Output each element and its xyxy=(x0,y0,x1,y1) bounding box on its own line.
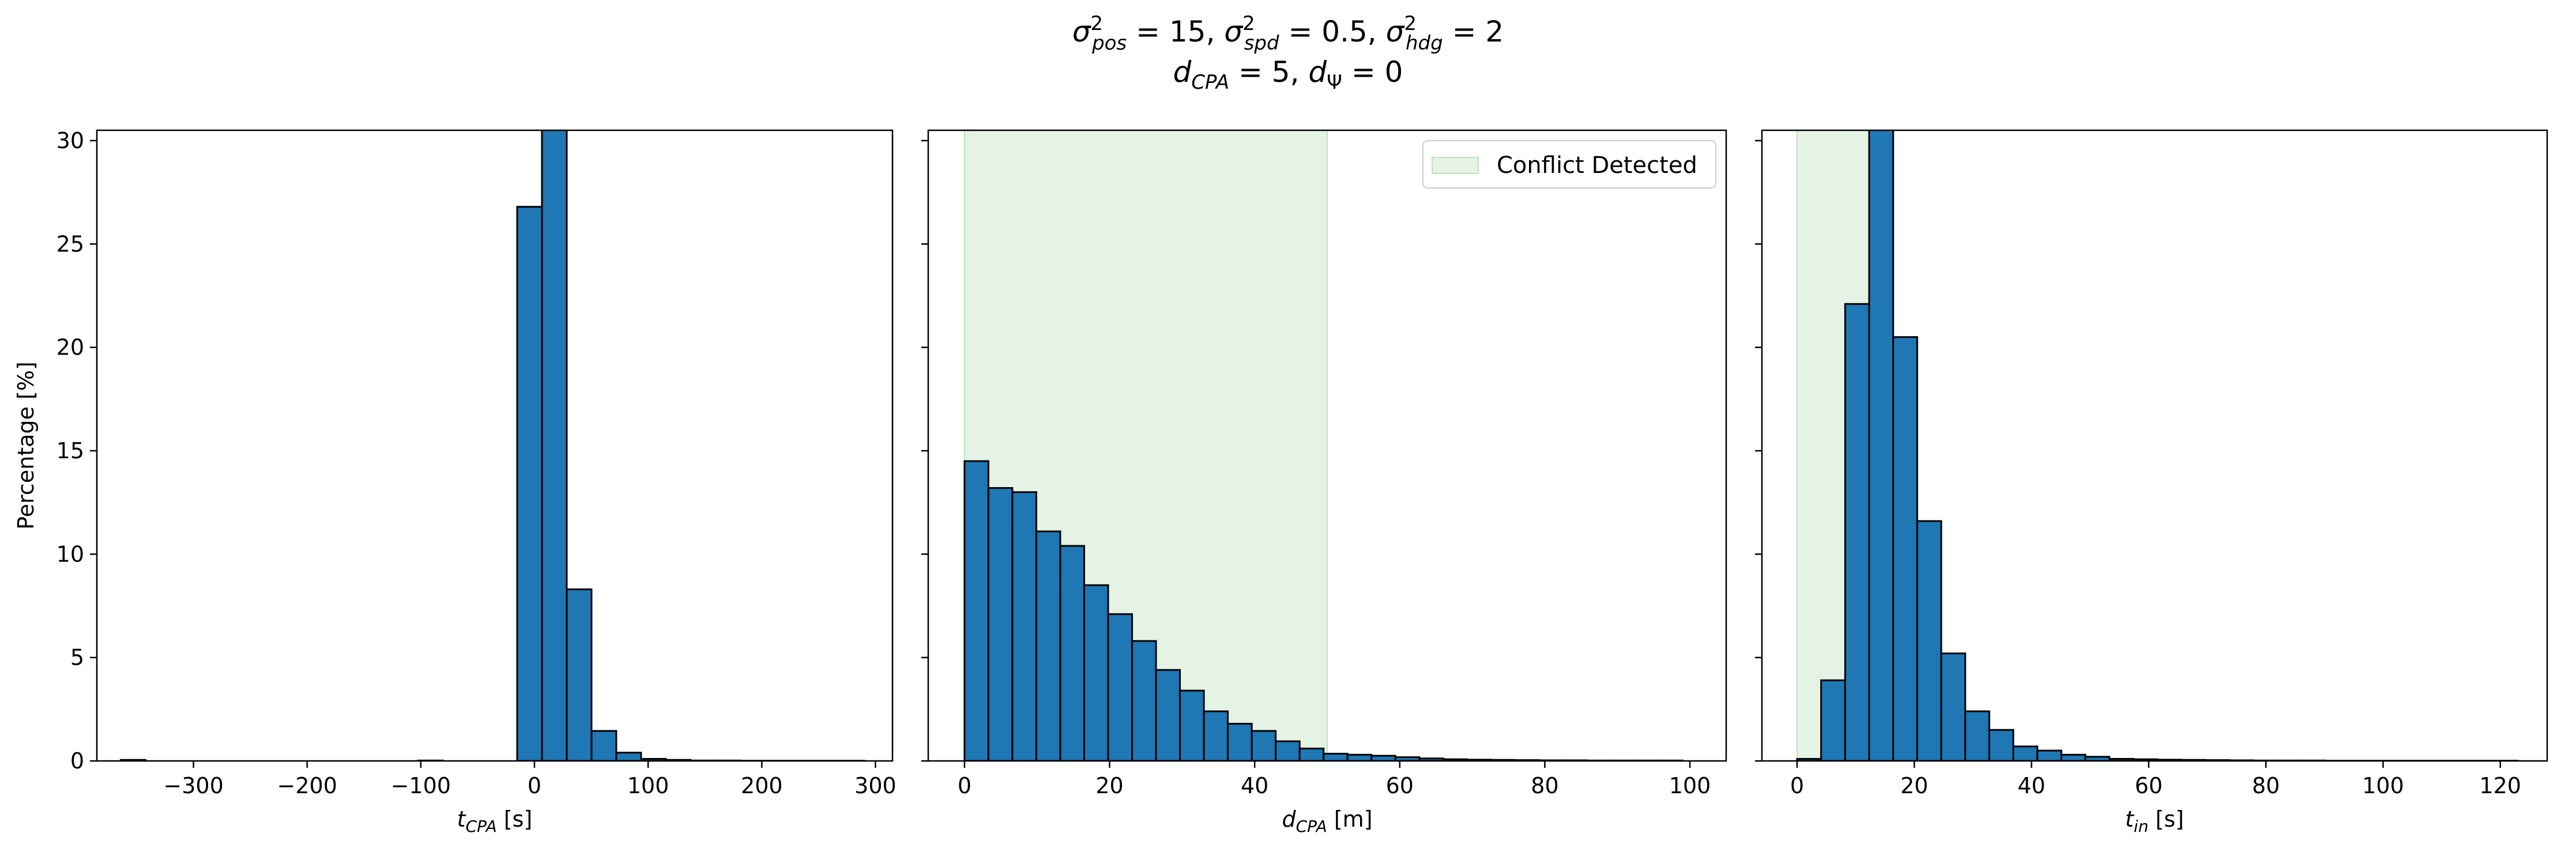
histogram-bar xyxy=(1370,755,1396,761)
axes-frame xyxy=(1761,129,2548,762)
figure-title: σ2 pos = 15, σ2 spd = 0.5, σ2 hdg = 2 dCPA … xyxy=(1072,12,1504,94)
histogram-bar xyxy=(1011,491,1037,761)
y-tick-label: 10 xyxy=(57,541,84,567)
x-tick-label: 40 xyxy=(1241,773,1268,798)
histogram-bar xyxy=(1131,640,1157,761)
chart-dcpa: 0 20 40 60 80 100 dCPA [m] Conflict Detected xyxy=(921,129,1727,836)
y-tick-label: 0 xyxy=(70,748,84,774)
x-axis-label: tCPA [s] xyxy=(457,806,533,836)
histogram-bar xyxy=(1916,520,1942,761)
y-tick-label: 5 xyxy=(70,645,84,670)
legend-label: Conflict Detected xyxy=(1497,152,1697,179)
histogram-bar xyxy=(1227,722,1253,761)
histogram-bar xyxy=(1868,130,1895,761)
x-tick-label: 100 xyxy=(2362,773,2404,798)
y-tick-label: 25 xyxy=(57,231,84,257)
y-axis-label: Percentage [%] xyxy=(13,361,39,530)
histogram-bar xyxy=(615,752,642,761)
histogram-bar xyxy=(2060,753,2087,761)
figure-title-line2: dCPA = 5, dΨ = 0 xyxy=(1173,55,1403,94)
y-tick-label: 20 xyxy=(57,335,84,360)
plot-area xyxy=(963,130,1684,761)
histogram-bar xyxy=(987,487,1014,761)
histogram-bar xyxy=(1346,753,1373,761)
x-axis-label: dCPA [m] xyxy=(1282,806,1372,836)
histogram-bar xyxy=(1155,669,1181,761)
x-tick-label: −300 xyxy=(163,773,223,798)
histogram-bar xyxy=(1298,747,1325,761)
legend-swatch xyxy=(1432,157,1479,174)
x-tick-label: 0 xyxy=(1790,773,1804,798)
histogram-bar xyxy=(2036,749,2062,761)
histogram-bar xyxy=(590,730,617,761)
x-axis-label: tin [s] xyxy=(2125,806,2184,836)
x-tick-label: 100 xyxy=(1669,773,1711,798)
x-tick-label: 80 xyxy=(2252,773,2280,798)
x-tick-label: 40 xyxy=(2017,773,2045,798)
plot-area xyxy=(119,130,865,761)
x-tick-label: −200 xyxy=(277,773,337,798)
x-tick-label: 60 xyxy=(1386,773,1414,798)
histogram-bar xyxy=(1203,710,1229,761)
x-tick-label: 200 xyxy=(741,773,783,798)
histogram-bar xyxy=(1820,679,1846,761)
histogram-bar xyxy=(566,588,593,761)
histogram-bar xyxy=(963,460,989,761)
chart-tin: 0 20 40 60 80 100 120 tin [s] xyxy=(1755,129,2548,836)
x-tick-label: 0 xyxy=(958,773,971,798)
histogram-bar xyxy=(541,130,568,761)
histogram-bar xyxy=(1988,729,2014,761)
legend-box xyxy=(1422,140,1716,189)
chart-tcpa: −300 −200 −100 0 100 200 300 0 5 10 15 20 25 30 tCPA [… xyxy=(13,128,897,836)
axes-frame xyxy=(96,129,894,762)
histogram-bar xyxy=(516,206,543,761)
histogram-bar xyxy=(1844,303,1870,761)
x-tick-label: 20 xyxy=(1900,773,1928,798)
histogram-bar xyxy=(1940,652,1967,761)
axes-frame xyxy=(927,129,1727,762)
x-tick-label: 0 xyxy=(528,773,541,798)
histogram-bar xyxy=(1323,752,1349,761)
histogram-bar xyxy=(1275,740,1301,761)
histogram-bar xyxy=(1035,530,1061,761)
x-tick-label: −100 xyxy=(391,773,451,798)
x-tick-label: 300 xyxy=(854,773,897,798)
y-tick-label: 15 xyxy=(57,438,84,463)
y-tick-label: 30 xyxy=(57,128,84,153)
histogram-bar xyxy=(1179,689,1205,761)
x-tick-label: 120 xyxy=(2479,773,2521,798)
x-tick-label: 20 xyxy=(1095,773,1123,798)
histogram-bar xyxy=(1083,584,1109,761)
histogram-bar xyxy=(1059,545,1086,761)
histogram-bar xyxy=(1892,336,1918,761)
histogram-bar xyxy=(1107,613,1133,761)
histogram-bar xyxy=(1964,710,1990,761)
histogram-bar xyxy=(2012,745,2039,761)
histogram-bar xyxy=(1251,730,1277,761)
plot-area xyxy=(1796,130,2519,761)
x-tick-label: 100 xyxy=(627,773,669,798)
x-tick-label: 60 xyxy=(2135,773,2163,798)
legend: Conflict Detected xyxy=(1422,140,1716,189)
figure-title-line1: σ2 pos = 15, σ2 spd = 0.5, σ2 hdg = 2 xyxy=(1072,12,1504,55)
x-tick-label: 80 xyxy=(1531,773,1558,798)
